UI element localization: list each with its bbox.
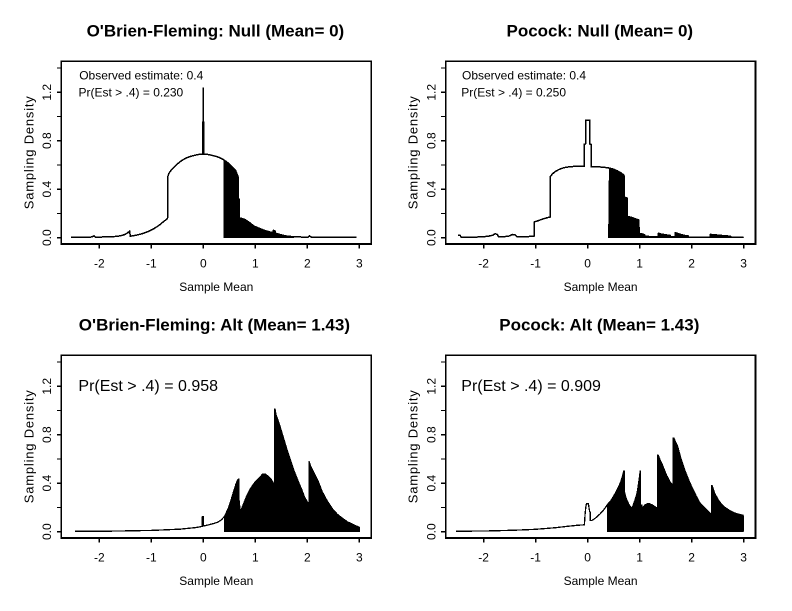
svg-text:-1: -1 (530, 257, 541, 271)
svg-text:Pocock: Alt (Mean= 1.43): Pocock: Alt (Mean= 1.43) (499, 316, 699, 335)
svg-text:1.2: 1.2 (40, 378, 54, 395)
svg-text:0: 0 (200, 257, 207, 271)
svg-text:Sampling Density: Sampling Density (406, 96, 421, 210)
svg-text:Sampling Density: Sampling Density (21, 96, 36, 209)
svg-text:1: 1 (252, 257, 259, 271)
svg-text:0.0: 0.0 (424, 523, 438, 540)
svg-text:0.0: 0.0 (424, 229, 438, 246)
svg-text:3: 3 (356, 551, 363, 565)
svg-text:Sampling Density: Sampling Density (406, 390, 421, 504)
svg-text:3: 3 (356, 257, 363, 271)
svg-text:0.4: 0.4 (424, 181, 438, 198)
svg-text:0.0: 0.0 (40, 523, 54, 540)
svg-text:2: 2 (688, 551, 695, 565)
svg-text:1.2: 1.2 (424, 84, 438, 101)
svg-text:2: 2 (304, 551, 311, 565)
svg-text:0.8: 0.8 (424, 132, 438, 149)
svg-text:Sample Mean: Sample Mean (179, 574, 253, 588)
svg-text:Pocock: Null (Mean= 0): Pocock: Null (Mean= 0) (507, 22, 694, 41)
svg-text:Pr(Est > .4) = 0.230: Pr(Est > .4) = 0.230 (79, 86, 184, 100)
svg-text:-1: -1 (530, 551, 541, 565)
svg-text:O'Brien-Fleming: Null (Mean= 0: O'Brien-Fleming: Null (Mean= 0) (87, 22, 345, 41)
svg-text:2: 2 (688, 257, 695, 271)
svg-text:-1: -1 (146, 551, 157, 565)
svg-text:Sample Mean: Sample Mean (564, 574, 638, 588)
svg-text:-2: -2 (478, 551, 489, 565)
svg-text:1.2: 1.2 (40, 84, 54, 101)
svg-text:0.8: 0.8 (40, 426, 54, 443)
svg-text:3: 3 (740, 551, 747, 565)
svg-text:Observed estimate: 0.4: Observed estimate: 0.4 (79, 69, 203, 83)
svg-text:0: 0 (584, 257, 591, 271)
svg-text:0.0: 0.0 (40, 229, 54, 246)
svg-text:Sampling Density: Sampling Density (21, 390, 36, 504)
svg-text:Pr(Est > .4) = 0.250: Pr(Est > .4) = 0.250 (461, 86, 566, 100)
svg-text:3: 3 (740, 257, 747, 271)
svg-text:0: 0 (200, 551, 207, 565)
svg-text:1: 1 (636, 551, 643, 565)
svg-text:Sample Mean: Sample Mean (564, 280, 638, 294)
svg-text:Pr(Est > .4) = 0.909: Pr(Est > .4) = 0.909 (461, 378, 601, 395)
svg-text:Observed estimate: 0.4: Observed estimate: 0.4 (462, 69, 586, 83)
svg-text:1.2: 1.2 (424, 378, 438, 395)
svg-text:0.4: 0.4 (40, 475, 54, 492)
svg-text:0.4: 0.4 (424, 475, 438, 492)
svg-text:-2: -2 (94, 257, 105, 271)
svg-text:Pr(Est > .4) = 0.958: Pr(Est > .4) = 0.958 (78, 378, 218, 395)
svg-text:0.8: 0.8 (40, 132, 54, 149)
svg-text:1: 1 (636, 257, 643, 271)
svg-text:0.4: 0.4 (40, 181, 54, 198)
svg-text:O'Brien-Fleming: Alt (Mean= 1.: O'Brien-Fleming: Alt (Mean= 1.43) (79, 316, 350, 335)
svg-text:-1: -1 (146, 257, 157, 271)
svg-text:-2: -2 (94, 551, 105, 565)
svg-text:-2: -2 (478, 257, 489, 271)
svg-text:1: 1 (252, 551, 259, 565)
svg-text:2: 2 (304, 257, 311, 271)
svg-text:0.8: 0.8 (424, 426, 438, 443)
svg-text:0: 0 (584, 551, 591, 565)
svg-text:Sample Mean: Sample Mean (179, 280, 253, 294)
